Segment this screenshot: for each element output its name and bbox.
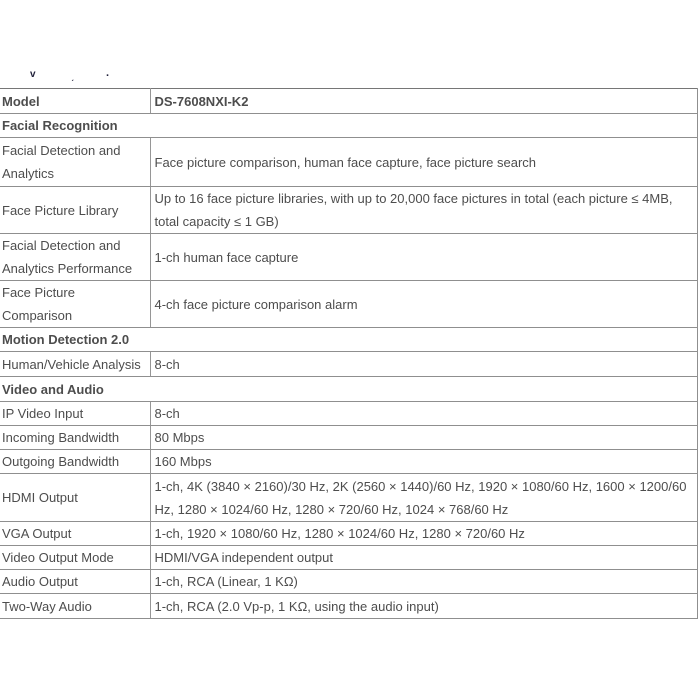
row-label: HDMI Output: [0, 473, 151, 522]
row-label: Facial Detection and Analytics: [0, 137, 151, 187]
row-label: Model: [0, 88, 151, 114]
table-row: Face Picture Library Up to 16 face pictur…: [0, 186, 698, 234]
row-label: IP Video Input: [0, 401, 151, 426]
row-value: HDMI/VGA independent output: [150, 545, 698, 570]
row-label: Two-Way Audio: [0, 593, 151, 619]
row-label: Face Picture Comparison: [0, 280, 151, 328]
row-value: 80 Mbps: [150, 425, 698, 450]
text-fragment: ˏ: [71, 71, 74, 81]
table-row: Two-Way Audio 1-ch, RCA (2.0 Vp-p, 1 KΩ, …: [0, 593, 698, 619]
row-label: Incoming Bandwidth: [0, 425, 151, 450]
row-value: 8-ch: [150, 351, 698, 377]
table-row: IP Video Input 8-ch: [0, 401, 698, 426]
row-label: Facial Detection and Analytics Performan…: [0, 233, 151, 281]
text-fragment: v: [30, 69, 36, 80]
section-title: Motion Detection 2.0: [0, 327, 698, 352]
section-title: Facial Recognition: [0, 113, 698, 138]
row-label: Video Output Mode: [0, 545, 151, 570]
section-title: Video and Audio: [0, 376, 698, 402]
table-row: Face Picture Comparison 4-ch face picture…: [0, 280, 698, 328]
table-row: Facial Detection and Analytics Performan…: [0, 233, 698, 281]
row-value: 1-ch, 1920 × 1080/60 Hz, 1280 × 1024/60 …: [150, 521, 698, 546]
table-row: Model DS-7608NXI-K2: [0, 88, 698, 114]
section-row: Motion Detection 2.0: [0, 327, 698, 352]
row-label: Face Picture Library: [0, 186, 151, 234]
table-row: Human/Vehicle Analysis 8-ch: [0, 351, 698, 377]
row-value: 8-ch: [150, 401, 698, 426]
table-row: Video Output Mode HDMI/VGA independent ou…: [0, 545, 698, 570]
text-fragment: .: [106, 67, 110, 79]
table-row: Incoming Bandwidth 80 Mbps: [0, 425, 698, 450]
table-row: Facial Detection and Analytics Face pictu…: [0, 137, 698, 187]
row-label: VGA Output: [0, 521, 151, 546]
table-row: Audio Output 1-ch, RCA (Linear, 1 KΩ): [0, 569, 698, 594]
row-label: Outgoing Bandwidth: [0, 449, 151, 474]
row-value: 1-ch, 4K (3840 × 2160)/30 Hz, 2K (2560 ×…: [150, 473, 698, 522]
row-label: Audio Output: [0, 569, 151, 594]
section-row: Video and Audio: [0, 376, 698, 402]
row-value: 160 Mbps: [150, 449, 698, 474]
table-row: VGA Output 1-ch, 1920 × 1080/60 Hz, 1280 …: [0, 521, 698, 546]
row-value: DS-7608NXI-K2: [150, 88, 698, 114]
table-row: Outgoing Bandwidth 160 Mbps: [0, 449, 698, 474]
spec-table: Model DS-7608NXI-K2 Facial Recognition Faci…: [0, 88, 698, 619]
row-value: Face picture comparison, human face capt…: [150, 137, 698, 187]
section-row: Facial Recognition: [0, 113, 698, 138]
row-value: 1-ch human face capture: [150, 233, 698, 281]
row-value: Up to 16 face picture libraries, with up…: [150, 186, 698, 234]
row-value: 4-ch face picture comparison alarm: [150, 280, 698, 328]
table-row: HDMI Output 1-ch, 4K (3840 × 2160)/30 Hz,…: [0, 473, 698, 522]
row-value: 1-ch, RCA (Linear, 1 KΩ): [150, 569, 698, 594]
row-value: 1-ch, RCA (2.0 Vp-p, 1 KΩ, using the aud…: [150, 593, 698, 619]
row-label: Human/Vehicle Analysis: [0, 351, 151, 377]
